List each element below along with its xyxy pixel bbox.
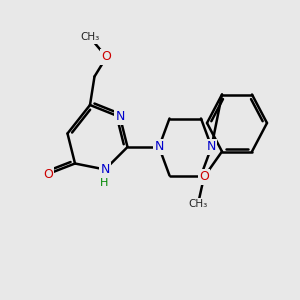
Text: O: O [43,167,53,181]
Text: N: N [100,163,110,176]
Text: O: O [102,50,111,64]
Text: CH₃: CH₃ [188,199,208,209]
Text: N: N [207,140,216,154]
Text: N: N [154,140,164,154]
Text: O: O [199,170,209,184]
Text: H: H [100,178,109,188]
Text: CH₃: CH₃ [80,32,100,43]
Text: N: N [115,110,125,124]
